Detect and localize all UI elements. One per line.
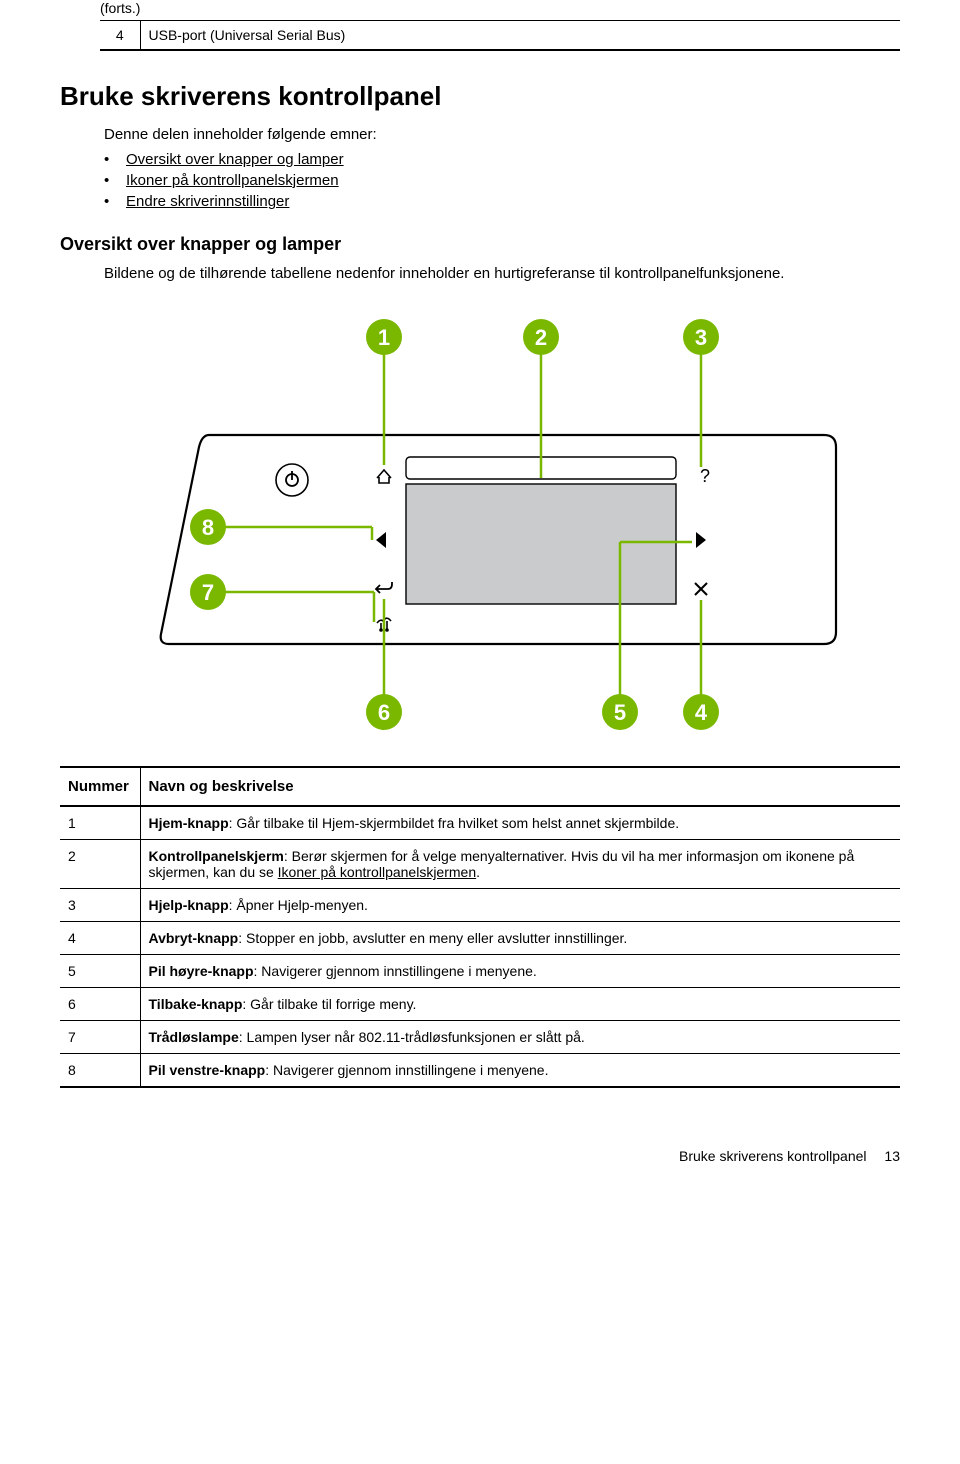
page-footer: Bruke skriverens kontrollpanel 13 xyxy=(60,1148,900,1164)
list-item: Endre skriverinnstillinger xyxy=(104,193,900,210)
row-description: Trådløslampe: Lampen lyser når 802.11-tr… xyxy=(140,1021,900,1054)
row-description: Avbryt-knapp: Stopper en jobb, avslutter… xyxy=(140,922,900,955)
row-number: 7 xyxy=(60,1021,140,1054)
table-row: 4Avbryt-knapp: Stopper en jobb, avslutte… xyxy=(60,922,900,955)
section-body: Bildene og de tilhørende tabellene neden… xyxy=(104,265,900,282)
table-row: 6Tilbake-knapp: Går tilbake til forrige … xyxy=(60,988,900,1021)
list-item: Oversikt over knapper og lamper xyxy=(104,151,900,168)
svg-text:3: 3 xyxy=(695,325,707,350)
col-navn: Navn og beskrivelse xyxy=(140,767,900,806)
svg-text:4: 4 xyxy=(695,700,708,725)
row-description: Hjem-knapp: Går tilbake til Hjem-skjermb… xyxy=(140,806,900,840)
help-icon: ? xyxy=(700,466,710,486)
row-description: Kontrollpanelskjerm: Berør skjermen for … xyxy=(140,840,900,889)
row-number: 4 xyxy=(60,922,140,955)
usb-port-table: 4 USB-port (Universal Serial Bus) xyxy=(100,20,900,51)
screen-area xyxy=(406,484,676,604)
svg-text:7: 7 xyxy=(202,580,214,605)
svg-text:2: 2 xyxy=(535,325,547,350)
topic-links: Oversikt over knapper og lamper Ikoner p… xyxy=(104,151,900,210)
row-description: Hjelp-knapp: Åpner Hjelp-menyen. xyxy=(140,889,900,922)
description-table: Nummer Navn og beskrivelse 1Hjem-knapp: … xyxy=(60,766,900,1088)
continuation-label: (forts.) xyxy=(100,0,900,16)
table-row: 1Hjem-knapp: Går tilbake til Hjem-skjerm… xyxy=(60,806,900,840)
table-row: 7Trådløslampe: Lampen lyser når 802.11-t… xyxy=(60,1021,900,1054)
link-ikoner[interactable]: Ikoner på kontrollpanelskjermen xyxy=(126,172,339,189)
row-description: Pil høyre-knapp: Navigerer gjennom innst… xyxy=(140,955,900,988)
row-number: 6 xyxy=(60,988,140,1021)
intro-text: Denne delen inneholder følgende emner: xyxy=(104,126,900,143)
row-number: 2 xyxy=(60,840,140,889)
row-number: 5 xyxy=(60,955,140,988)
footer-page-number: 13 xyxy=(884,1148,900,1164)
inline-link[interactable]: Ikoner på kontrollpanelskjermen xyxy=(278,864,476,880)
svg-text:8: 8 xyxy=(202,515,214,540)
row-number: 1 xyxy=(60,806,140,840)
svg-text:1: 1 xyxy=(378,325,390,350)
list-item: Ikoner på kontrollpanelskjermen xyxy=(104,172,900,189)
section-heading: Oversikt over knapper og lamper xyxy=(60,234,900,255)
table-row: 4 USB-port (Universal Serial Bus) xyxy=(100,21,900,51)
row-description: Pil venstre-knapp: Navigerer gjennom inn… xyxy=(140,1054,900,1088)
table-row: 8Pil venstre-knapp: Navigerer gjennom in… xyxy=(60,1054,900,1088)
control-panel-diagram: ? xyxy=(104,302,900,736)
row-description: Tilbake-knapp: Går tilbake til forrige m… xyxy=(140,988,900,1021)
usb-text: USB-port (Universal Serial Bus) xyxy=(140,21,900,51)
usb-num: 4 xyxy=(100,21,140,51)
row-number: 8 xyxy=(60,1054,140,1088)
table-row: 5Pil høyre-knapp: Navigerer gjennom inns… xyxy=(60,955,900,988)
table-row: 3Hjelp-knapp: Åpner Hjelp-menyen. xyxy=(60,889,900,922)
svg-text:6: 6 xyxy=(378,700,390,725)
link-oversikt[interactable]: Oversikt over knapper og lamper xyxy=(126,151,344,168)
table-row: 2Kontrollpanelskjerm: Berør skjermen for… xyxy=(60,840,900,889)
row-number: 3 xyxy=(60,889,140,922)
page-title: Bruke skriverens kontrollpanel xyxy=(60,81,900,112)
footer-title: Bruke skriverens kontrollpanel xyxy=(679,1148,867,1164)
link-endre[interactable]: Endre skriverinnstillinger xyxy=(126,193,289,210)
svg-text:5: 5 xyxy=(614,700,626,725)
col-nummer: Nummer xyxy=(60,767,140,806)
